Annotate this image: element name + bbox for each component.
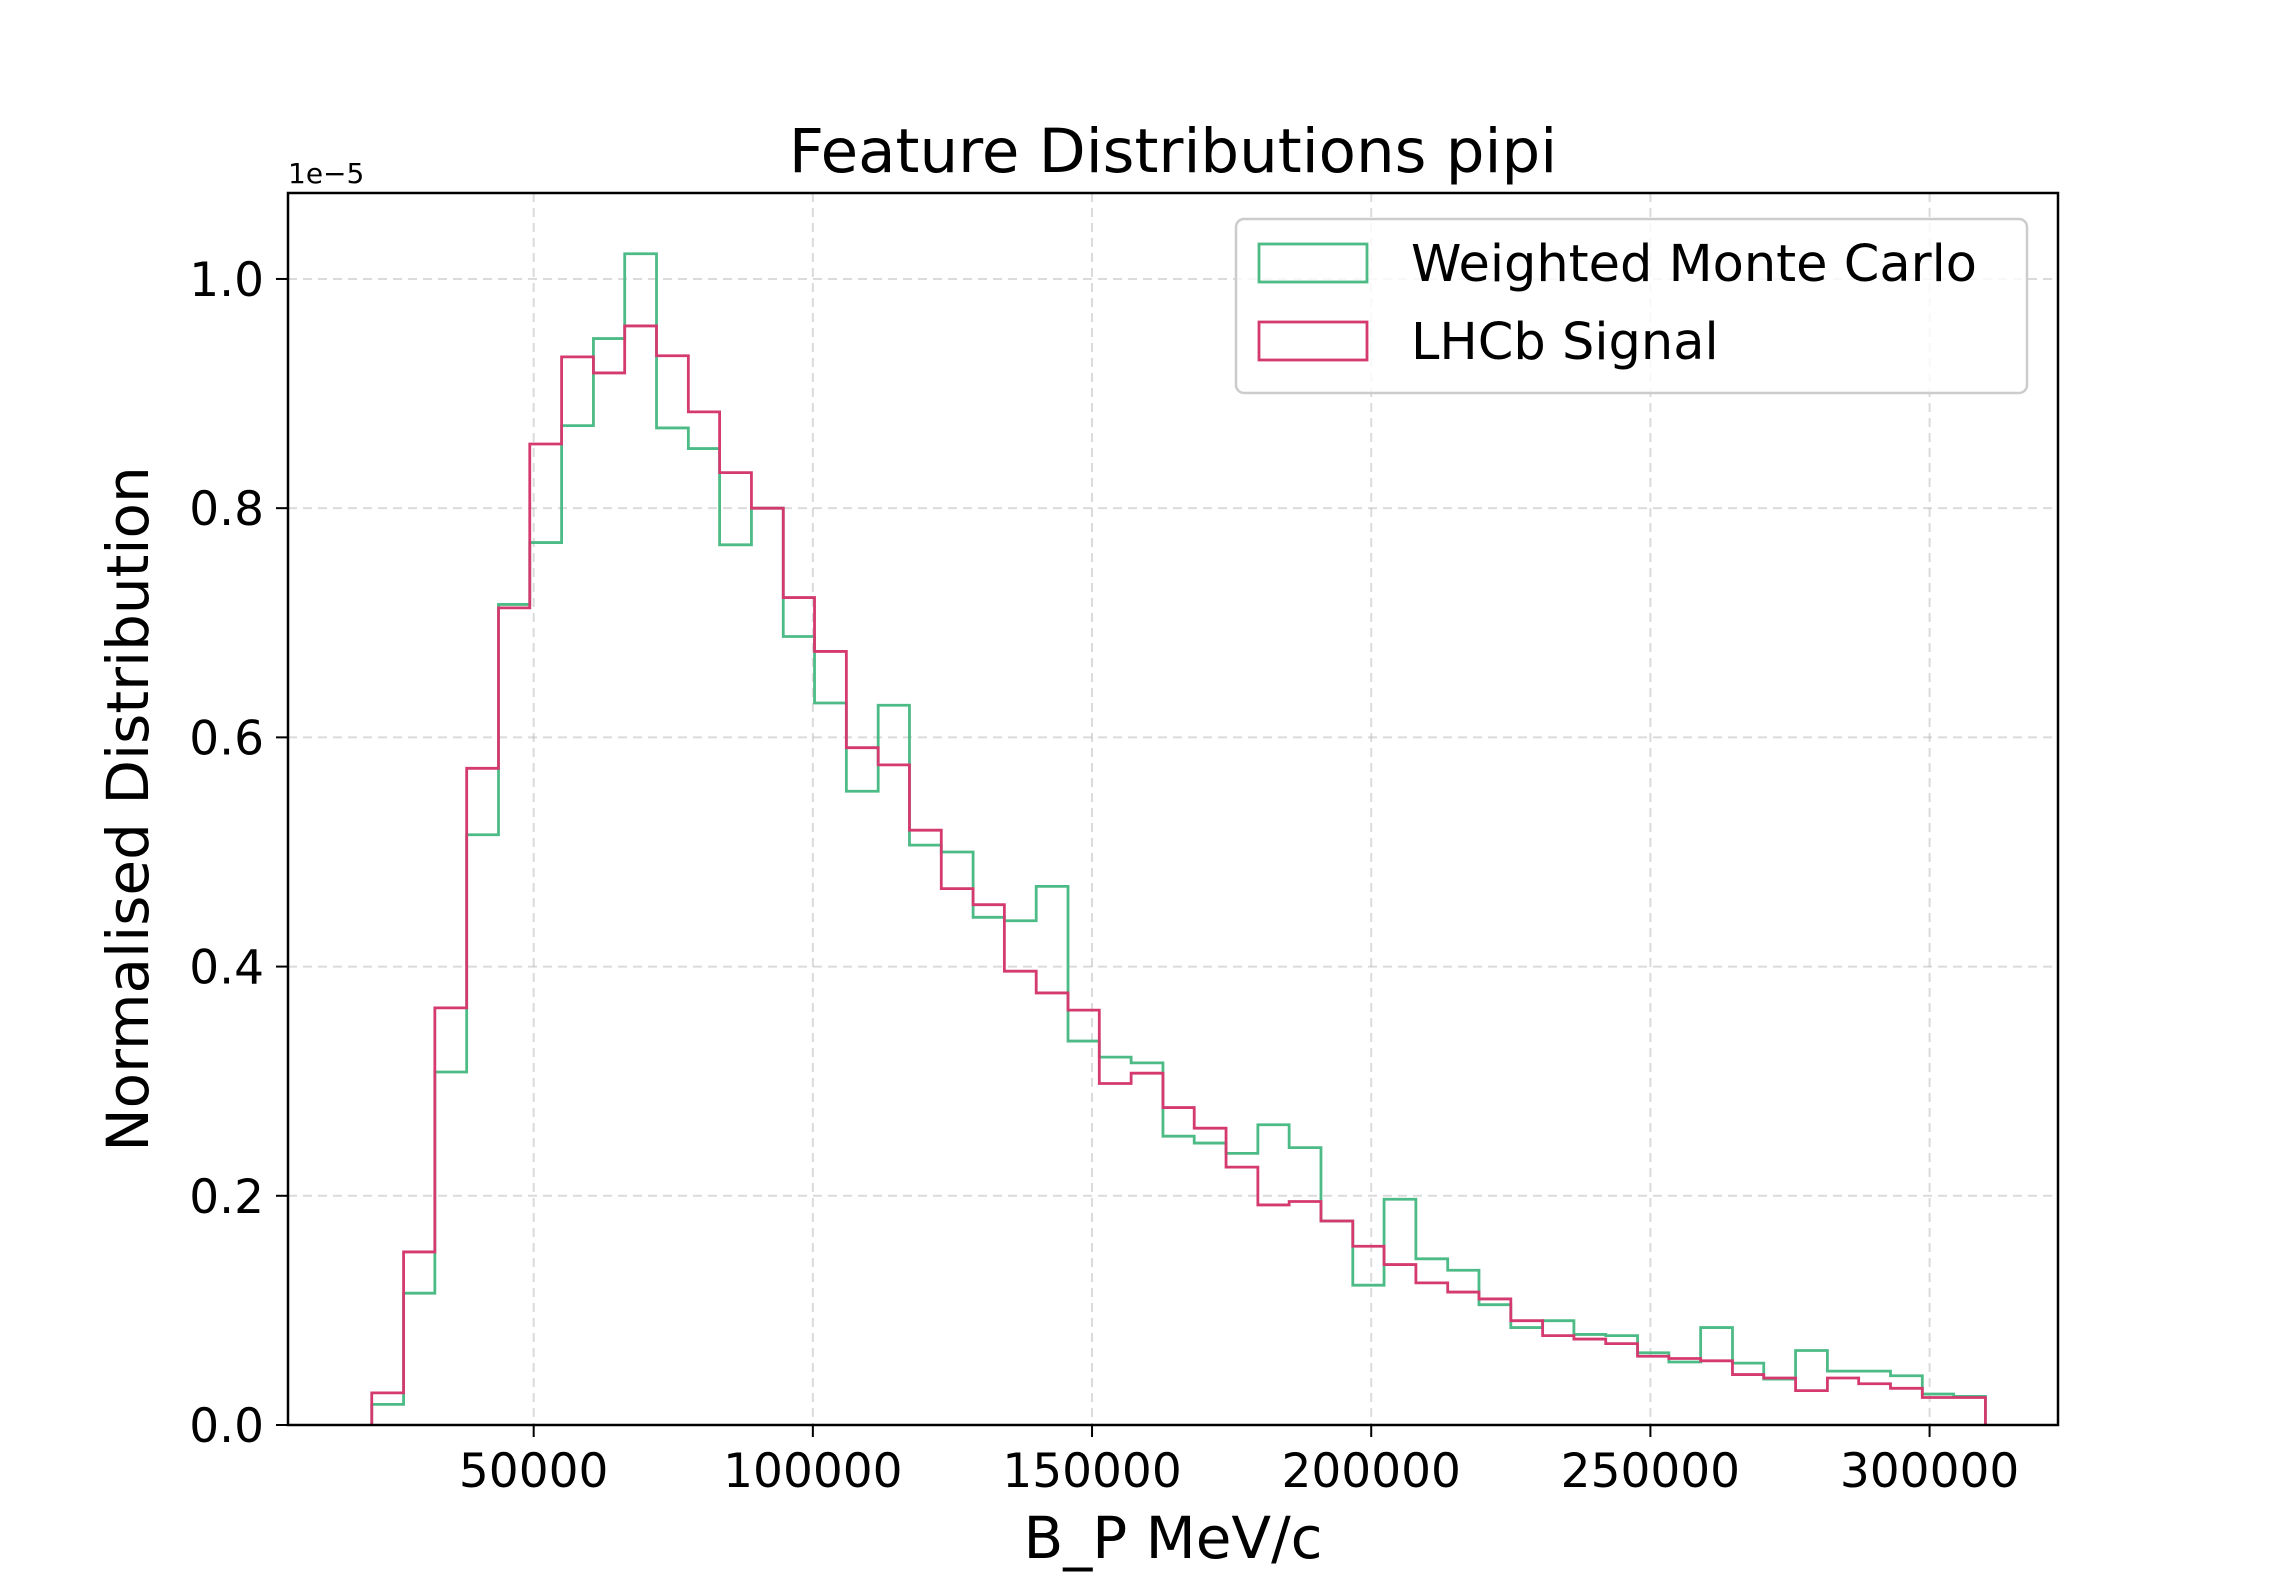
legend: Weighted Monte Carlo LHCb Signal <box>1234 217 2029 395</box>
axis-ticks: 50000 100000 150000 200000 250000 300000 0.0 0.… <box>189 253 2019 1499</box>
y-axis-label: Normalised Distribution <box>94 466 162 1152</box>
y-tick-label: 1.0 <box>189 253 264 308</box>
y-offset-label: 1e−5 <box>288 157 364 190</box>
y-tick-label: 0.4 <box>189 941 264 996</box>
legend-label-lhcb-signal: LHCb Signal <box>1411 313 1719 372</box>
chart-title: Feature Distributions pipi <box>789 116 1557 187</box>
x-tick-label: 50000 <box>459 1444 609 1499</box>
series-layer <box>370 252 1987 1425</box>
y-tick-label: 0.0 <box>189 1399 264 1454</box>
legend-swatch-weighted-monte-carlo <box>1257 242 1369 284</box>
series-lhcb-signal-step-line <box>370 324 1987 1425</box>
legend-label-weighted-monte-carlo: Weighted Monte Carlo <box>1411 235 1977 294</box>
series-weighted-monte-carlo-step-line <box>370 252 1987 1425</box>
x-tick-label: 100000 <box>723 1444 902 1499</box>
x-tick-label: 200000 <box>1282 1444 1461 1499</box>
y-tick-label: 0.2 <box>189 1170 264 1225</box>
legend-swatch-lhcb-signal <box>1257 320 1369 362</box>
y-tick-label: 0.8 <box>189 482 264 537</box>
plot-frame <box>286 191 2060 1427</box>
x-tick-label: 150000 <box>1002 1444 1181 1499</box>
legend-box <box>1234 217 2029 395</box>
x-tick-label: 250000 <box>1561 1444 1740 1499</box>
x-tick-label: 300000 <box>1840 1444 2019 1499</box>
x-axis-label: B_P MeV/c <box>1023 1504 1322 1572</box>
y-tick-label: 0.6 <box>189 711 264 766</box>
